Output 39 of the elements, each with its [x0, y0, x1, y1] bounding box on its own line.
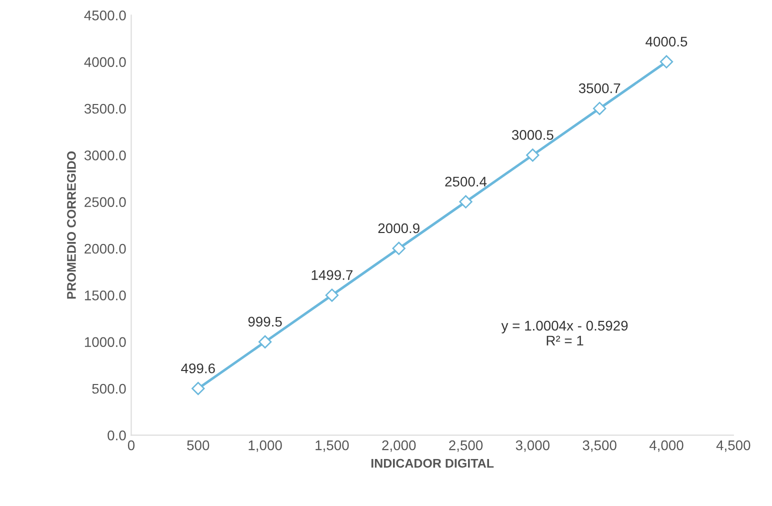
data-label: 2000.9 — [378, 223, 420, 234]
x-tick-label: 3,500 — [582, 440, 616, 452]
data-label: 499.6 — [181, 363, 215, 374]
x-tick-label: 2,500 — [449, 440, 483, 452]
x-tick-label: 500 — [187, 440, 210, 450]
x-tick-label: 2,000 — [382, 440, 416, 452]
y-tick-label: 2500.0 — [84, 197, 126, 208]
y-tick-label: 1500.0 — [84, 290, 126, 300]
y-tick-label: 0.0 — [108, 430, 126, 440]
data-label: 4000.5 — [646, 36, 688, 47]
x-tick-label: 4,500 — [716, 440, 750, 452]
x-tick-label: 1,500 — [316, 440, 349, 452]
point — [192, 382, 205, 396]
x-tick-label: 3,000 — [516, 440, 550, 452]
y-tick-label: 3000.0 — [84, 150, 126, 160]
data-label: 2500.4 — [445, 176, 487, 187]
point — [392, 242, 406, 256]
x-axis-title: INDICADOR DIGITAL — [371, 458, 494, 468]
point — [459, 195, 472, 208]
point — [258, 335, 272, 348]
y-tick-label: 500.0 — [92, 384, 126, 394]
data-label: 3000.5 — [512, 130, 554, 140]
point — [526, 148, 540, 162]
point — [325, 288, 339, 302]
x-tick-label: 0 — [128, 440, 135, 450]
x-tick-label: 4,000 — [649, 440, 684, 452]
y-tick-label: 2000.0 — [84, 244, 126, 254]
point — [660, 55, 674, 68]
data-label: 1499.7 — [312, 270, 353, 280]
annotation: y = 1.0004x - 0.5929 R² = 1 — [501, 320, 628, 346]
data-label: 999.5 — [248, 316, 282, 327]
data-label: 3500.7 — [578, 83, 620, 94]
y-tick-label: 4500.0 — [84, 10, 126, 20]
point — [593, 102, 606, 116]
x-tick-label: 1,000 — [248, 440, 282, 452]
y-tick-label: 1000.0 — [84, 337, 126, 347]
y-tick-label: 3500.0 — [84, 104, 126, 114]
y-axis-title: PROMEDIO CORREGIDO — [67, 151, 76, 299]
y-tick-label: 4000.0 — [84, 57, 126, 68]
